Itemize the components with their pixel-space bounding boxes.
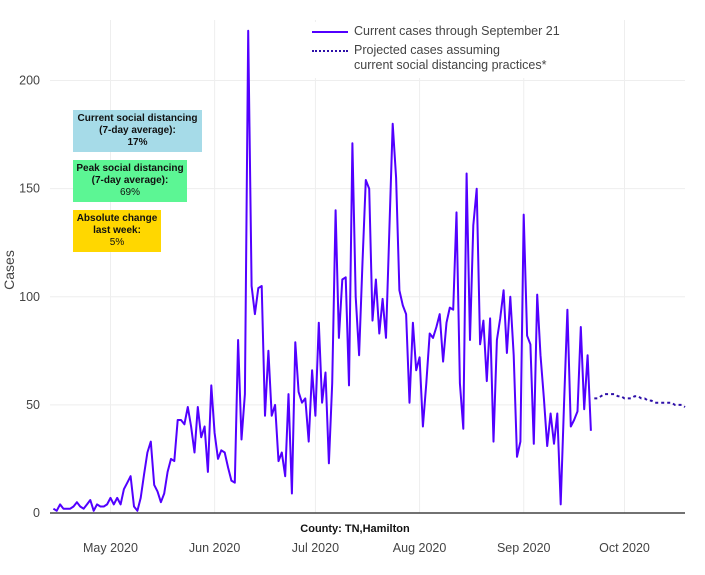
annotation-value: 17% bbox=[127, 137, 148, 148]
x-tick-label: Jul 2020 bbox=[292, 541, 339, 555]
annotation-title: Absolute change last week: bbox=[76, 213, 158, 236]
x-tick-labels: May 2020 Jun 2020 Jul 2020 Aug 2020 Sep 2020… bbox=[83, 541, 650, 555]
projected-cases-line bbox=[594, 393, 686, 408]
annotation-stack: Current social distancing (7-day average… bbox=[73, 110, 202, 252]
y-tick-label: 150 bbox=[19, 182, 40, 196]
x-axis-title: County: TN,Hamilton bbox=[300, 523, 410, 535]
x-tick-label: May 2020 bbox=[83, 541, 138, 555]
legend-label-projected: Projected cases assuming current social d… bbox=[354, 43, 546, 73]
legend-label-line1: Projected cases assuming bbox=[354, 43, 500, 57]
legend-item-current[interactable]: Current cases through September 21 bbox=[308, 24, 560, 39]
legend-item-projected[interactable]: Projected cases assuming current social d… bbox=[308, 43, 546, 73]
y-tick-label: 50 bbox=[26, 398, 40, 412]
peak-distancing-annotation: Peak social distancing (7-day average): … bbox=[73, 160, 187, 202]
y-axis-title: Cases bbox=[1, 250, 17, 290]
gridlines bbox=[50, 20, 685, 513]
y-tick-label: 200 bbox=[19, 74, 40, 88]
y-tick-labels: 0 50 100 150 200 bbox=[19, 74, 40, 520]
current-cases-line bbox=[52, 29, 592, 512]
x-tick-label: Oct 2020 bbox=[599, 541, 650, 555]
solid-line-swatch bbox=[312, 31, 348, 33]
annotation-title: Current social distancing (7-day average… bbox=[77, 113, 198, 136]
y-tick-label: 100 bbox=[19, 290, 40, 304]
annotation-title: Peak social distancing (7-day average): bbox=[76, 163, 184, 186]
dotted-line-swatch bbox=[312, 50, 348, 52]
legend: Current cases through September 21 Proje… bbox=[308, 22, 570, 78]
x-tick-label: Aug 2020 bbox=[393, 541, 447, 555]
series-lines bbox=[52, 29, 686, 512]
x-tick-label: Sep 2020 bbox=[497, 541, 551, 555]
absolute-change-annotation: Absolute change last week: 5% bbox=[73, 210, 161, 252]
x-tick-label: Jun 2020 bbox=[189, 541, 240, 555]
y-tick-label: 0 bbox=[33, 506, 40, 520]
annotation-value: 5% bbox=[109, 237, 125, 248]
legend-label-current: Current cases through September 21 bbox=[354, 24, 560, 38]
current-distancing-annotation: Current social distancing (7-day average… bbox=[73, 110, 202, 152]
annotation-value: 69% bbox=[119, 187, 140, 198]
legend-label-line2: current social distancing practices* bbox=[354, 58, 547, 72]
